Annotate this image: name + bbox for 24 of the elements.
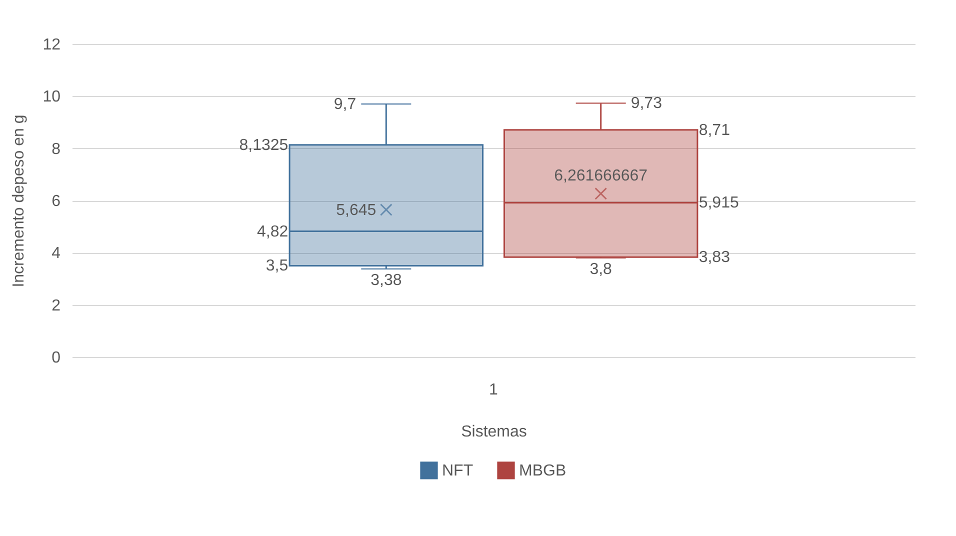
annotation: 3,83 bbox=[698, 249, 730, 266]
legend-label: NFT bbox=[442, 462, 474, 480]
annotation: 3,8 bbox=[590, 260, 612, 278]
y-tick-label: 10 bbox=[42, 88, 61, 106]
annotation: 9,7 bbox=[334, 96, 356, 113]
y-tick-label: 12 bbox=[42, 36, 61, 54]
annotation: 8,1325 bbox=[239, 136, 288, 154]
y-tick-label: 4 bbox=[52, 245, 61, 262]
annotation: 5,645 bbox=[336, 202, 376, 219]
y-axis-title: Incremento depeso en g bbox=[10, 114, 28, 288]
annotation: 3,38 bbox=[370, 272, 402, 289]
x-axis-title: Sistemas bbox=[461, 424, 527, 440]
x-tick-label: 1 bbox=[489, 382, 498, 398]
annotation: 9,73 bbox=[630, 95, 662, 112]
y-tick-label: 0 bbox=[52, 350, 61, 366]
annotation: 8,71 bbox=[698, 122, 730, 139]
annotation: 4,82 bbox=[257, 223, 288, 240]
legend-label: MBGB bbox=[519, 462, 566, 480]
y-tick-label: 6 bbox=[52, 193, 61, 210]
y-tick-label: 8 bbox=[52, 140, 61, 158]
y-tick-label: 2 bbox=[52, 297, 61, 314]
annotation: 3,5 bbox=[266, 258, 288, 275]
annotation: 6,261666667 bbox=[554, 168, 648, 185]
annotation: 5,915 bbox=[698, 194, 739, 212]
